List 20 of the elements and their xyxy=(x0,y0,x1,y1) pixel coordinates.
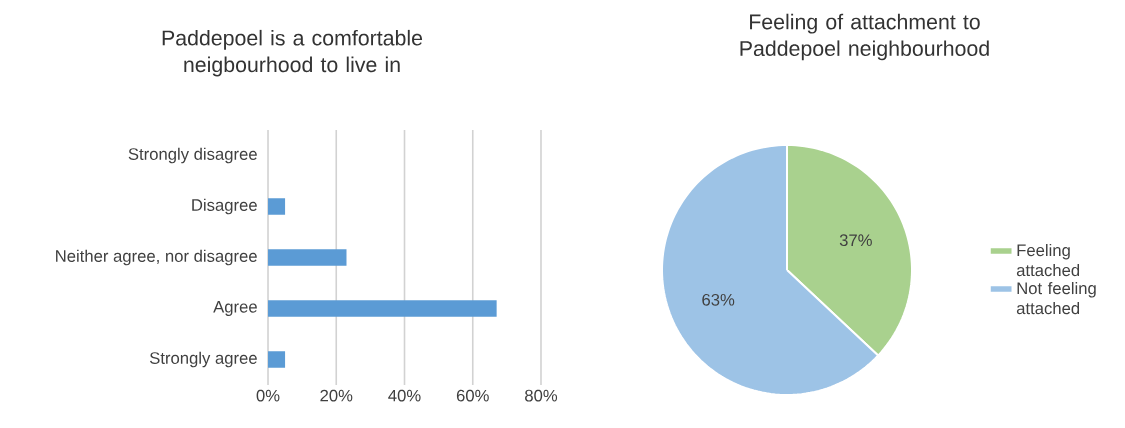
bar xyxy=(268,249,347,266)
chart-title: Feeling of attachment to Paddepoel neighbourhood xyxy=(740,13,989,61)
legend-label: Not feeling attached xyxy=(1016,281,1096,315)
data-label: 37% xyxy=(839,234,872,247)
bar xyxy=(268,300,497,317)
bar xyxy=(268,351,286,368)
data-label: 63% xyxy=(702,293,735,306)
legend-label: Feeling attached xyxy=(1016,243,1080,277)
y-tick-label: Strongly agree xyxy=(149,351,257,368)
x-tick-label: 0% xyxy=(256,389,280,402)
x-tick-label: 60% xyxy=(456,389,489,402)
bar xyxy=(268,198,286,215)
y-tick-label: Disagree xyxy=(192,198,257,215)
y-tick-label: Agree xyxy=(213,301,257,316)
x-tick-label: 40% xyxy=(388,389,421,402)
x-tick-label: 20% xyxy=(320,389,353,402)
x-tick-label: 80% xyxy=(525,389,558,402)
chart-title: Paddepoel is a comfortable neigbourhood to live in xyxy=(162,29,423,77)
y-tick-label: Strongly disagree xyxy=(128,147,257,164)
y-tick-label: Neither agree, nor disagree xyxy=(56,249,257,266)
